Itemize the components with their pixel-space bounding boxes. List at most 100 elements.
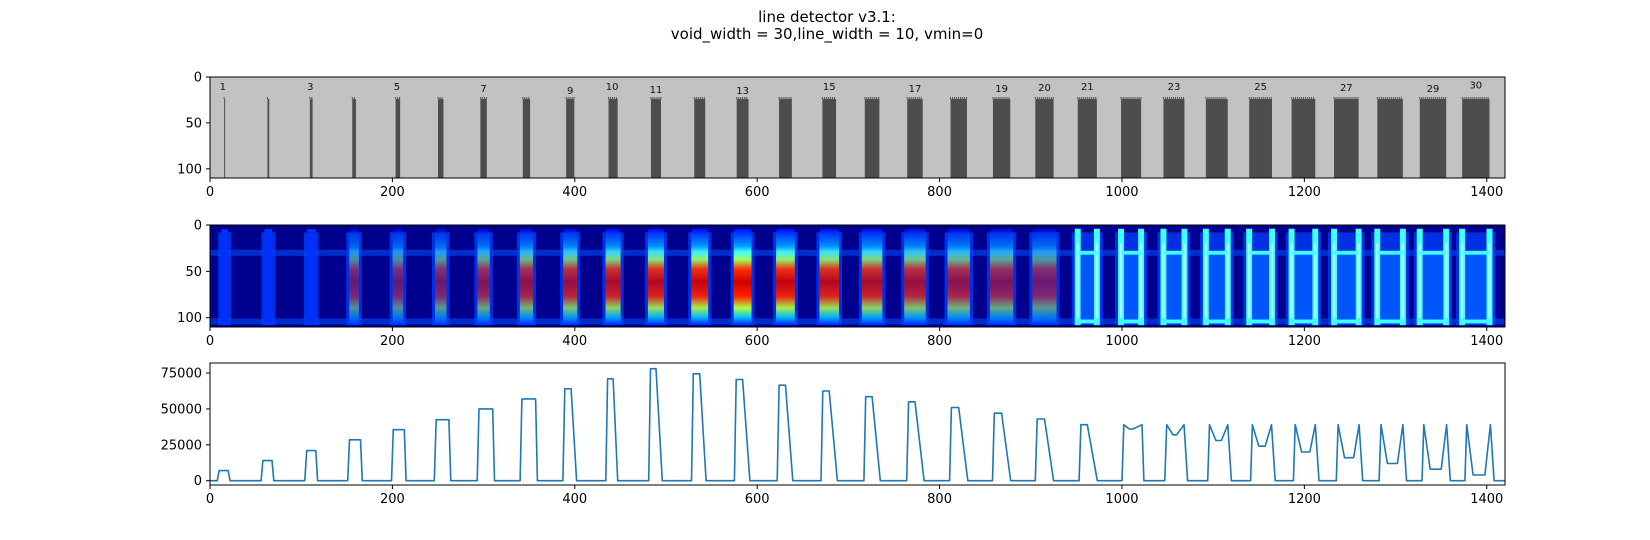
heatmap-edge-core	[1140, 243, 1143, 318]
x-tick-label: 400	[562, 492, 587, 507]
image-background	[210, 77, 1505, 178]
heatmap-streak	[733, 228, 752, 326]
x-tick-label: 0	[206, 334, 214, 349]
heatmap-streak	[989, 228, 1014, 326]
x-tick-label: 600	[745, 334, 770, 349]
heatmap-streak	[392, 228, 404, 326]
x-tick-label: 800	[927, 492, 952, 507]
heatmap-cross-bottom	[1077, 319, 1097, 324]
y-tick-label: 50	[185, 265, 202, 280]
bar-number-label: 15	[823, 82, 836, 93]
heatmap-streak	[605, 228, 621, 326]
heatmap-streak	[264, 229, 273, 323]
x-tick-label: 1000	[1105, 185, 1138, 200]
heatmap-streak	[563, 228, 578, 326]
panel-test-pattern: 1 3 5 7 9 10 11 13 15 17 19 20 21 23 25 27 29 300 200 400 60…	[177, 71, 1506, 200]
pattern-bar	[566, 99, 575, 178]
x-tick-label: 1000	[1105, 334, 1138, 349]
x-tick-label: 800	[927, 334, 952, 349]
heatmap-interior	[1337, 254, 1356, 320]
heatmap-band-top	[210, 249, 1505, 256]
heatmap-cross-bottom	[1462, 319, 1490, 324]
heatmap-edge-core	[1095, 243, 1098, 318]
heatmap-edge-core	[1226, 243, 1229, 318]
pattern-bar	[864, 99, 880, 178]
bar-number-label: 21	[1081, 82, 1094, 93]
heatmap-edge-core	[1183, 243, 1186, 318]
pattern-bar	[992, 99, 1011, 178]
heatmap-cross-top	[1077, 250, 1097, 255]
heatmap-cross-bottom	[1163, 319, 1185, 324]
y-tick-label: 100	[177, 162, 202, 177]
bar-number-label: 25	[1254, 82, 1267, 93]
x-tick-label: 1200	[1288, 334, 1321, 349]
heatmap-edge-core	[1204, 243, 1207, 318]
pattern-bar	[1121, 99, 1142, 178]
heatmap-edge-core	[1270, 243, 1273, 318]
y-tick-label: 75000	[161, 367, 202, 382]
heatmap-interior	[1166, 254, 1182, 320]
pattern-bar	[736, 99, 749, 178]
heatmap-edge-core	[1314, 243, 1317, 318]
heatmap-cross-bottom	[1121, 319, 1142, 324]
bar-number-label: 27	[1340, 83, 1353, 94]
pattern-bar	[437, 99, 444, 178]
y-tick-label: 100	[177, 311, 202, 326]
pattern-bar	[1205, 99, 1228, 178]
bar-number-label: 7	[480, 84, 486, 95]
pattern-bar	[1419, 99, 1447, 178]
bar-number-label: 17	[909, 84, 922, 95]
x-tick-label: 600	[745, 492, 770, 507]
heatmap-edge-core	[1290, 243, 1293, 318]
y-tick-label: 0	[194, 474, 202, 489]
pattern-bar	[822, 99, 837, 178]
pattern-bar	[395, 99, 401, 178]
heatmap-interior	[1252, 254, 1269, 320]
y-tick-label: 50	[185, 116, 202, 131]
pattern-bar	[608, 99, 618, 178]
heatmap-cross-bottom	[1249, 319, 1272, 324]
bar-number-label: 23	[1168, 82, 1181, 93]
panel-filter-response-heatmap: 0 200 400 600 800 1000 1200 1400 0 50 100	[177, 219, 1506, 349]
x-tick-label: 1200	[1288, 185, 1321, 200]
x-tick-label: 200	[380, 334, 405, 349]
pattern-bar	[650, 99, 661, 178]
pattern-bar	[224, 99, 226, 178]
axes-frame	[209, 76, 1506, 179]
heatmap-edge-core	[1376, 243, 1379, 318]
heatmap-edge-core	[1488, 243, 1491, 318]
pattern-bar	[267, 99, 270, 178]
pattern-bar	[1377, 99, 1403, 178]
heatmap-edge-core	[1248, 243, 1251, 318]
heatmap-streak	[477, 228, 490, 326]
heatmap-band-bottom	[210, 318, 1505, 325]
pattern-bar	[1291, 99, 1316, 178]
y-tick-label: 50000	[161, 402, 202, 417]
pattern-bar	[480, 99, 487, 178]
heatmap-interior	[1465, 254, 1487, 320]
heatmap-streak	[306, 229, 316, 323]
axes-frame	[209, 224, 1506, 328]
heatmap-cross-top	[1291, 250, 1316, 255]
pattern-bar	[522, 99, 531, 178]
x-tick-label: 200	[380, 492, 405, 507]
x-tick-label: 1400	[1470, 185, 1503, 200]
figure-title-line2: void_width = 30,line_width = 10, vmin=0	[671, 25, 983, 44]
heatmap-cross-top	[1163, 250, 1185, 255]
heatmap-streak	[947, 228, 970, 326]
heatmap-streak	[861, 228, 883, 326]
heatmap-streak	[691, 228, 709, 326]
x-tick-label: 0	[206, 185, 214, 200]
heatmap-cross-top	[1121, 250, 1142, 255]
pattern-bar	[950, 99, 967, 178]
pattern-bar	[907, 99, 923, 178]
figure-title-line1: line detector v3.1:	[758, 8, 896, 26]
pattern-bar	[1334, 99, 1359, 178]
bar-number-label: 9	[567, 86, 573, 97]
bar-number-label: 10	[606, 82, 619, 93]
bar-number-label: 29	[1427, 84, 1440, 95]
heatmap-streak	[1032, 228, 1057, 326]
heatmap-cross-bottom	[1205, 319, 1228, 324]
heatmap-cross-top	[1205, 250, 1228, 255]
heatmap-interior	[1208, 254, 1225, 320]
